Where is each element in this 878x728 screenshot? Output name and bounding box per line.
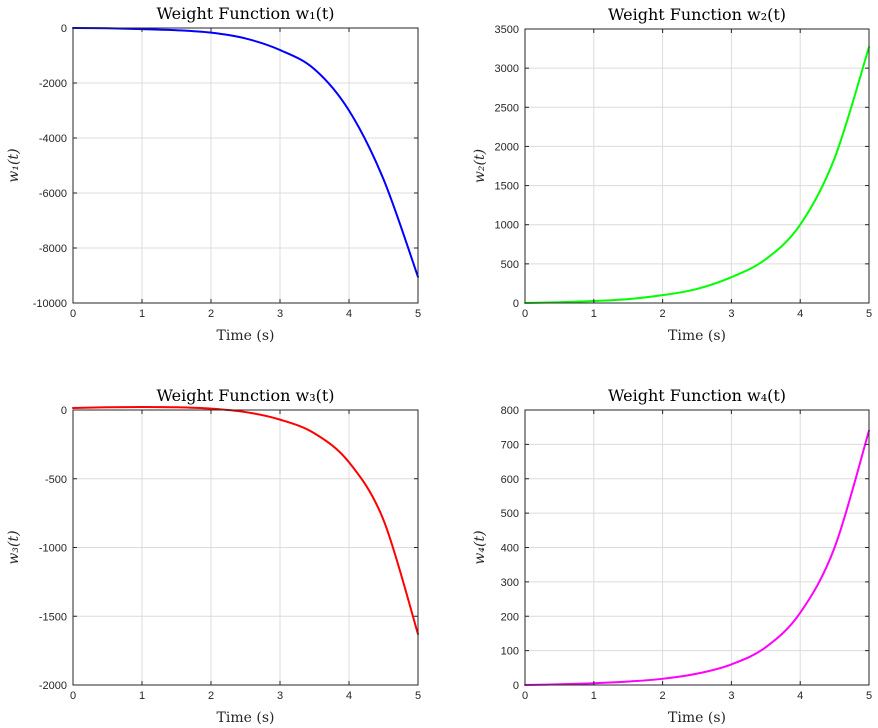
- y-tick-label: 0: [61, 23, 67, 35]
- y-tick-label: 700: [501, 439, 519, 451]
- x-tick-label: 3: [728, 690, 734, 702]
- x-tick-label: 2: [660, 308, 666, 320]
- y-tick-label: -2000: [39, 78, 67, 90]
- y-tick-label: 500: [501, 508, 519, 520]
- y-tick-label: -1500: [39, 611, 67, 623]
- x-tick-label: 1: [139, 690, 145, 702]
- y-tick-label: 0: [61, 405, 67, 417]
- x-tick-label: 4: [346, 690, 352, 702]
- y-tick-label: 1000: [495, 220, 519, 232]
- y-tick-label: -8000: [39, 243, 67, 255]
- y-tick-label: -4000: [39, 133, 67, 145]
- y-axis-label: w₂(t): [472, 149, 488, 183]
- x-tick-label: 1: [139, 308, 145, 320]
- series-line: [524, 429, 870, 686]
- series-line: [72, 405, 419, 636]
- x-tick-label: 5: [866, 690, 872, 702]
- y-tick-label: 100: [501, 646, 519, 658]
- subplot-4: 0 1 2 3 4 5 0 100 200 300 400 500 600 700 800 Weight Fu…: [472, 386, 872, 726]
- y-tick-label: 1500: [495, 181, 519, 193]
- y-tick-label: -500: [45, 474, 67, 486]
- x-tick-label: 3: [277, 308, 283, 320]
- x-tick-label: 5: [415, 308, 421, 320]
- axes-box: [524, 28, 870, 304]
- y-tick-label: 0: [513, 680, 519, 692]
- x-tick-label: 0: [70, 690, 76, 702]
- x-axis-label: Time (s): [217, 710, 275, 726]
- x-tick-label: 2: [208, 690, 214, 702]
- x-tick-label: 5: [866, 308, 872, 320]
- chart-title: Weight Function w₄(t): [608, 386, 786, 405]
- chart-title: Weight Function w₁(t): [156, 4, 334, 23]
- x-tick-label: 0: [70, 308, 76, 320]
- y-tick-label: -2000: [39, 680, 67, 692]
- plot-area: [525, 29, 869, 303]
- y-tick-label: -1000: [39, 543, 67, 555]
- axes-box: [72, 27, 419, 304]
- x-tick-label: 3: [277, 690, 283, 702]
- subplot-2: 0 1 2 3 4 5 0 500 1000 1500 2000 2500 3000 3500 Weight…: [472, 5, 872, 344]
- y-tick-label: 3500: [495, 24, 519, 36]
- x-axis-label: Time (s): [217, 328, 275, 344]
- y-tick-label: -6000: [39, 188, 67, 200]
- y-tick-label: 800: [501, 405, 519, 417]
- x-tick-label: 3: [728, 308, 734, 320]
- plot-area: [73, 28, 418, 303]
- y-tick-label: 2500: [495, 102, 519, 114]
- chart-title: Weight Function w₃(t): [156, 386, 334, 405]
- series-line: [72, 27, 419, 278]
- y-axis-label: w₁(t): [6, 148, 22, 182]
- y-tick-label: 600: [501, 474, 519, 486]
- x-tick-label: 5: [415, 690, 421, 702]
- series-line: [524, 46, 870, 304]
- subplot-1: 0 1 2 3 4 5 -10000 -8000 -6000 -4000 -2000 0 Weight …: [6, 4, 421, 344]
- x-tick-label: 2: [208, 308, 214, 320]
- x-axis-label: Time (s): [668, 328, 726, 344]
- x-tick-label: 1: [591, 308, 597, 320]
- x-tick-label: 4: [346, 308, 352, 320]
- x-tick-label: 1: [591, 690, 597, 702]
- subplot-3: 0 1 2 3 4 5 -2000 -1500 -1000 -500 0 Weight Functio…: [6, 386, 421, 726]
- y-tick-label: 3000: [495, 63, 519, 75]
- y-tick-label: -10000: [33, 298, 67, 310]
- x-tick-label: 4: [797, 690, 803, 702]
- y-axis-label: w₄(t): [472, 530, 488, 564]
- y-tick-label: 500: [501, 259, 519, 271]
- x-axis-label: Time (s): [668, 710, 726, 726]
- x-tick-label: 4: [797, 308, 803, 320]
- y-tick-label: 2000: [495, 141, 519, 153]
- y-tick-label: 300: [501, 577, 519, 589]
- y-axis-label: w₃(t): [6, 530, 22, 564]
- x-tick-label: 2: [660, 690, 666, 702]
- y-tick-label: 400: [501, 543, 519, 555]
- y-tick-label: 200: [501, 611, 519, 623]
- chart-title: Weight Function w₂(t): [608, 5, 786, 24]
- x-tick-label: 0: [522, 690, 528, 702]
- x-tick-label: 0: [522, 308, 528, 320]
- y-tick-label: 0: [513, 298, 519, 310]
